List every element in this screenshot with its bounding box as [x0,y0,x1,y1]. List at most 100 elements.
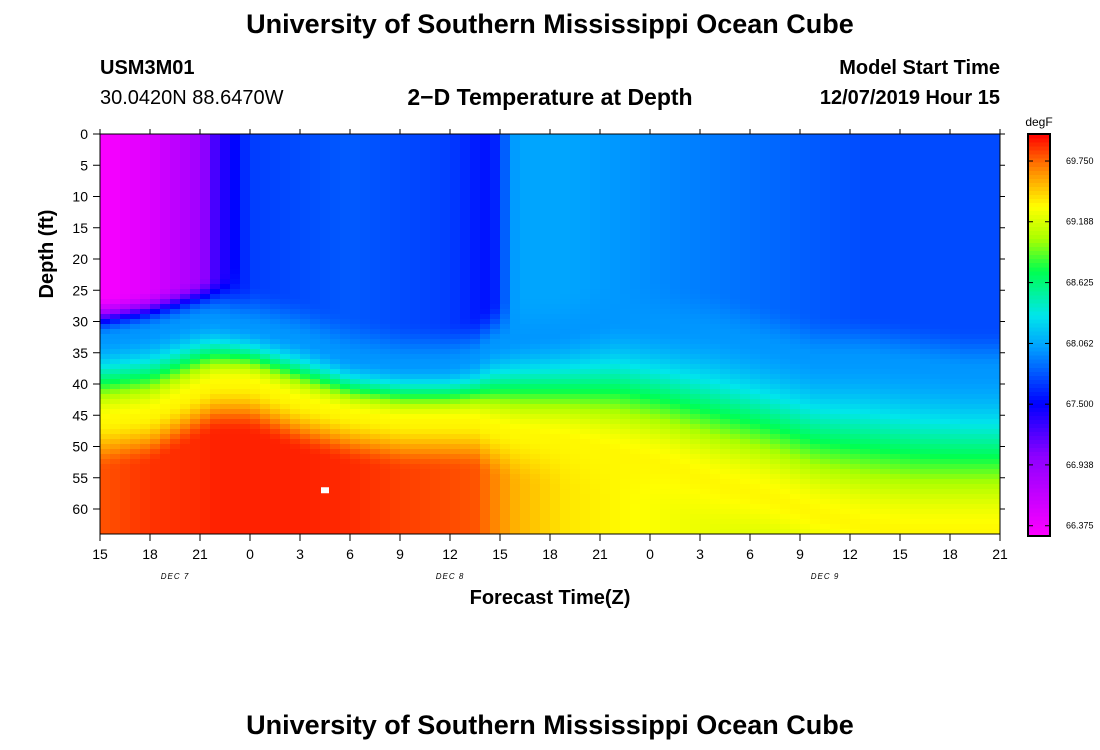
heatmap-cell [220,269,231,275]
heatmap-cell [380,304,391,310]
heatmap-cell [570,249,581,255]
heatmap-cell [480,284,491,290]
heatmap-cell [700,229,711,235]
heatmap-cell [660,399,671,405]
heatmap-cell [370,209,381,215]
heatmap-cell [390,179,401,185]
heatmap-cell [150,254,161,260]
heatmap-cell [490,439,501,445]
heatmap-cell [250,274,261,280]
heatmap-cell [660,169,671,175]
heatmap-cell [620,354,631,360]
heatmap-cell [370,299,381,305]
heatmap-cell [720,139,731,145]
heatmap-cell [600,319,611,325]
heatmap-cell [370,304,381,310]
heatmap-cell [630,379,641,385]
heatmap-cell [560,434,571,440]
heatmap-cell [560,214,571,220]
heatmap-cell [230,299,241,305]
heatmap-cell [560,304,571,310]
heatmap-cell [540,214,551,220]
heatmap-cell [370,204,381,210]
heatmap-cell [480,529,491,535]
heatmap-cell [650,504,661,510]
heatmap-cell [510,134,521,140]
heatmap-cell [560,344,571,350]
heatmap-cell [180,199,191,205]
heatmap-cell [170,499,181,505]
heatmap-cell [140,254,151,260]
heatmap-cell [270,439,281,445]
heatmap-cell [420,459,431,465]
heatmap-cell [310,209,321,215]
heatmap-cell [690,154,701,160]
heatmap-cell [540,519,551,525]
heatmap-cell [310,384,321,390]
heatmap-cell [380,449,391,455]
heatmap-cell [480,309,491,315]
heatmap-cell [100,244,111,250]
heatmap-cell [430,369,441,375]
heatmap-cell [710,454,721,460]
heatmap-cell [580,459,591,465]
heatmap-cell [490,214,501,220]
heatmap-cell [190,529,201,535]
heatmap-cell [390,229,401,235]
heatmap-cell [590,204,601,210]
heatmap-cell [620,224,631,230]
heatmap-cell [280,264,291,270]
heatmap-cell [670,179,681,185]
heatmap-cell [280,259,291,265]
heatmap-cell [590,239,601,245]
heatmap-cell [200,134,211,140]
heatmap-cell [170,254,181,260]
heatmap-cell [490,239,501,245]
heatmap-cell [430,444,441,450]
heatmap-cell [470,504,481,510]
heatmap-cell [290,364,301,370]
heatmap-cell [280,309,291,315]
heatmap-cell [620,264,631,270]
heatmap-cell [360,189,371,195]
heatmap-cell [130,429,141,435]
heatmap-cell [110,284,121,290]
heatmap-cell [270,254,281,260]
heatmap-cell [350,429,361,435]
heatmap-cell [510,529,521,535]
heatmap-cell [650,169,661,175]
heatmap-cell [270,314,281,320]
heatmap-cell [390,184,401,190]
heatmap-cell [400,309,411,315]
heatmap-cell [420,314,431,320]
heatmap-cell [610,284,621,290]
heatmap-cell [710,414,721,420]
heatmap-cell [620,229,631,235]
heatmap-cell [610,399,621,405]
heatmap-cell [150,454,161,460]
heatmap-cell [360,184,371,190]
heatmap-cell [160,164,171,170]
heatmap-cell [590,504,601,510]
heatmap-cell [610,249,621,255]
heatmap-cell [440,459,451,465]
heatmap-cell [230,509,241,515]
heatmap-cell [320,349,331,355]
heatmap-cell [340,149,351,155]
heatmap-cell [230,479,241,485]
heatmap-cell [150,134,161,140]
heatmap-cell [490,249,501,255]
heatmap-cell [660,279,671,285]
heatmap-cell [590,359,601,365]
heatmap-cell [350,339,361,345]
heatmap-cell [130,224,141,230]
heatmap-cell [230,169,241,175]
heatmap-cell [450,504,461,510]
heatmap-cell [270,159,281,165]
heatmap-cell [540,314,551,320]
heatmap-cell [640,264,651,270]
heatmap-cell [550,509,561,515]
heatmap-cell [460,324,471,330]
heatmap-cell [410,439,421,445]
heatmap-cell [670,379,681,385]
